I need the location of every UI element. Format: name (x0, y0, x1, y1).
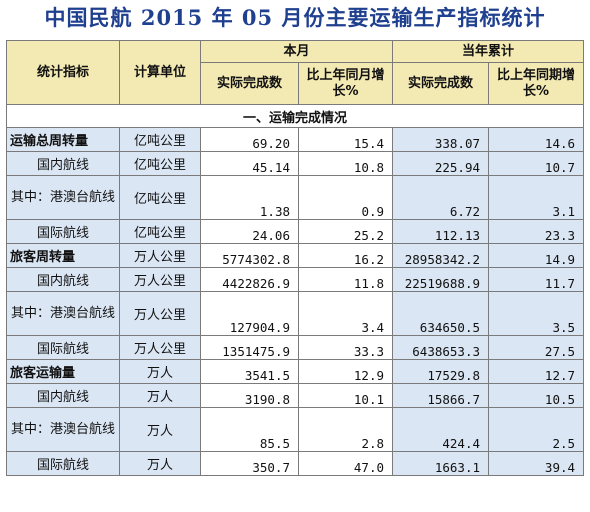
row-month-yoy: 12.9 (297, 359, 394, 384)
table-row: 国内航线 万人 3190.8 10.1 15866.7 10.5 (6, 383, 585, 408)
row-unit: 亿吨公里 (119, 151, 201, 176)
row-indicator: 其中：港澳台航线 (6, 407, 120, 452)
row-month-yoy: 2.8 (297, 407, 394, 452)
row-month-actual: 350.7 (200, 451, 299, 476)
row-indicator: 国内航线 (6, 383, 120, 408)
row-month-yoy: 47.0 (297, 451, 394, 476)
header-ytd: 当年累计 (392, 40, 585, 63)
row-month-actual: 1.38 (200, 175, 299, 220)
row-ytd-actual: 634650.5 (392, 291, 490, 336)
row-month-yoy: 15.4 (297, 127, 394, 152)
row-ytd-actual: 22519688.9 (392, 267, 490, 292)
table-row: 国际航线 万人 350.7 47.0 1663.1 39.4 (6, 451, 585, 476)
row-indicator: 国内航线 (6, 267, 120, 292)
row-month-actual: 45.14 (200, 151, 299, 176)
row-indicator: 国内航线 (6, 151, 120, 176)
row-month-yoy: 25.2 (297, 219, 394, 244)
row-ytd-actual: 6.72 (392, 175, 490, 220)
row-ytd-yoy: 10.7 (488, 151, 585, 176)
row-indicator: 旅客周转量 (6, 243, 120, 268)
table-row: 国际航线 万人公里 1351475.9 33.3 6438653.3 27.5 (6, 335, 585, 360)
row-ytd-yoy: 3.5 (488, 291, 585, 336)
row-unit: 万人 (119, 407, 201, 452)
table-row: 国际航线 亿吨公里 24.06 25.2 112.13 23.3 (6, 219, 585, 244)
row-ytd-actual: 225.94 (392, 151, 490, 176)
row-month-yoy: 0.9 (297, 175, 394, 220)
row-ytd-yoy: 39.4 (488, 451, 585, 476)
row-unit: 亿吨公里 (119, 219, 201, 244)
row-indicator: 运输总周转量 (6, 127, 120, 152)
section-title: 一、运输完成情况 (5, 104, 585, 128)
row-unit: 万人公里 (119, 291, 201, 336)
row-indicator: 国际航线 (6, 335, 120, 360)
header-yoy-period: 比上年同期增长% (488, 62, 585, 105)
row-ytd-yoy: 10.5 (488, 383, 585, 408)
header-actual-ytd: 实际完成数 (392, 62, 490, 105)
row-indicator: 国际航线 (6, 451, 120, 476)
row-ytd-actual: 1663.1 (392, 451, 490, 476)
row-unit: 亿吨公里 (119, 127, 201, 152)
row-unit: 万人公里 (119, 335, 201, 360)
row-ytd-actual: 17529.8 (392, 359, 490, 384)
row-ytd-yoy: 14.6 (488, 127, 585, 152)
row-ytd-yoy: 2.5 (488, 407, 585, 452)
row-unit: 万人公里 (119, 243, 201, 268)
row-ytd-yoy: 27.5 (488, 335, 585, 360)
row-unit: 万人 (119, 359, 201, 384)
row-ytd-yoy: 12.7 (488, 359, 585, 384)
header-indicator: 统计指标 (6, 40, 120, 105)
row-ytd-yoy: 11.7 (488, 267, 585, 292)
row-ytd-yoy: 3.1 (488, 175, 585, 220)
row-ytd-actual: 6438653.3 (392, 335, 490, 360)
row-unit: 万人公里 (119, 267, 201, 292)
table-row: 国内航线 亿吨公里 45.14 10.8 225.94 10.7 (6, 151, 585, 176)
row-month-yoy: 16.2 (297, 243, 394, 268)
row-unit: 亿吨公里 (119, 175, 201, 220)
row-month-actual: 24.06 (200, 219, 299, 244)
table-row: 旅客运输量 万人 3541.5 12.9 17529.8 12.7 (6, 359, 585, 384)
row-month-yoy: 33.3 (297, 335, 394, 360)
row-unit: 万人 (119, 451, 201, 476)
row-month-yoy: 11.8 (297, 267, 394, 292)
row-month-actual: 5774302.8 (200, 243, 299, 268)
table-row: 其中：港澳台航线 万人公里 127904.9 3.4 634650.5 3.5 (6, 291, 585, 336)
row-month-actual: 3541.5 (200, 359, 299, 384)
row-indicator: 国际航线 (6, 219, 120, 244)
row-ytd-actual: 28958342.2 (392, 243, 490, 268)
row-indicator: 其中：港澳台航线 (6, 175, 120, 220)
row-ytd-yoy: 23.3 (488, 219, 585, 244)
header-yoy-month: 比上年同月增长% (297, 62, 394, 105)
row-month-actual: 85.5 (200, 407, 299, 452)
statistics-table: 统计指标 计算单位 本月 当年累计 实际完成数 比上年同月增长% 实际完成数 比… (5, 40, 585, 476)
header-this-month: 本月 (199, 40, 394, 63)
table-row: 旅客周转量 万人公里 5774302.8 16.2 28958342.2 14.9 (6, 243, 585, 268)
header-unit: 计算单位 (119, 40, 201, 105)
row-ytd-actual: 338.07 (392, 127, 490, 152)
table-body: 一、运输完成情况 运输总周转量 亿吨公里 69.20 15.4 338.07 14.6 国内… (5, 104, 585, 476)
row-month-yoy: 10.8 (297, 151, 394, 176)
row-ytd-actual: 424.4 (392, 407, 490, 452)
table-row: 其中：港澳台航线 亿吨公里 1.38 0.9 6.72 3.1 (6, 175, 585, 220)
table-row: 其中：港澳台航线 万人 85.5 2.8 424.4 2.5 (6, 407, 585, 452)
row-month-actual: 4422826.9 (200, 267, 299, 292)
row-indicator: 旅客运输量 (6, 359, 120, 384)
page-title: 中国民航 2015 年 05 月份主要运输生产指标统计 (44, 5, 546, 30)
row-unit: 万人 (119, 383, 201, 408)
row-month-actual: 69.20 (200, 127, 299, 152)
table-row: 运输总周转量 亿吨公里 69.20 15.4 338.07 14.6 (6, 127, 585, 152)
row-ytd-actual: 15866.7 (392, 383, 490, 408)
header-actual: 实际完成数 (200, 62, 299, 105)
row-month-actual: 3190.8 (200, 383, 299, 408)
row-month-yoy: 3.4 (297, 291, 394, 336)
row-month-actual: 127904.9 (200, 291, 299, 336)
row-month-actual: 1351475.9 (200, 335, 299, 360)
row-ytd-actual: 112.13 (392, 219, 490, 244)
row-month-yoy: 10.1 (297, 383, 394, 408)
table-row: 国内航线 万人公里 4422826.9 11.8 22519688.9 11.7 (6, 267, 585, 292)
row-ytd-yoy: 14.9 (488, 243, 585, 268)
row-indicator: 其中：港澳台航线 (6, 291, 120, 336)
